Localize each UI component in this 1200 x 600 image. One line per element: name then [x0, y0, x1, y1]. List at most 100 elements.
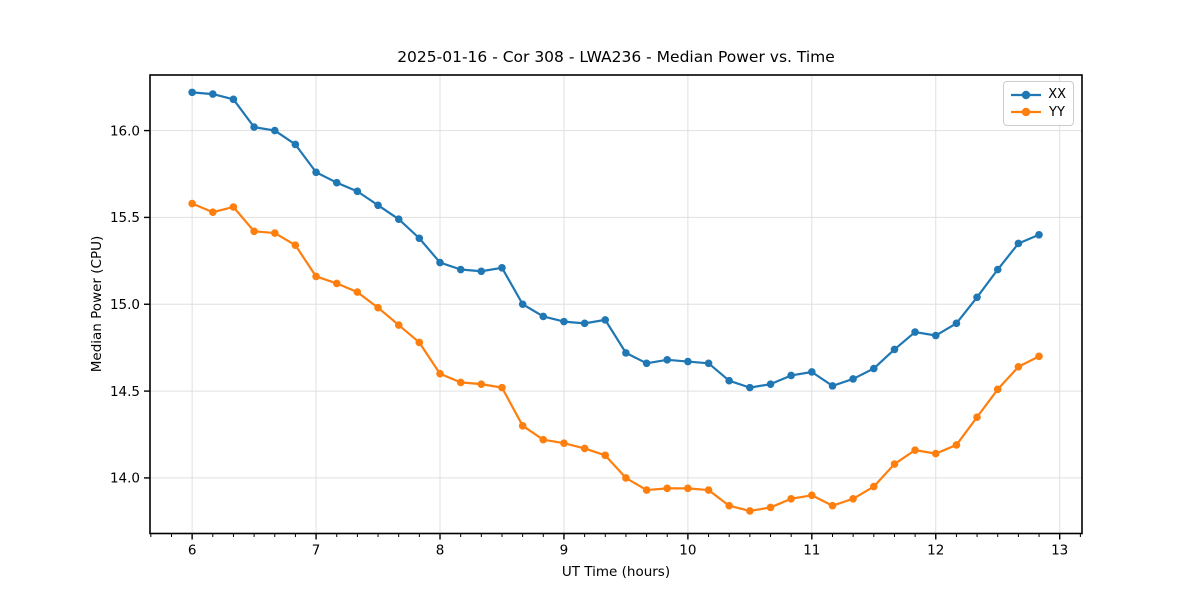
legend-label-yy: YY — [1049, 104, 1065, 120]
data-point-yy — [725, 501, 733, 510]
data-point-xx — [271, 126, 279, 135]
data-point-yy — [229, 203, 238, 211]
data-point-yy — [477, 380, 486, 388]
x-tick-label: 8 — [436, 543, 445, 559]
data-point-yy — [931, 449, 940, 458]
data-point-yy — [560, 439, 568, 447]
data-point-yy — [332, 279, 341, 288]
data-point-yy — [291, 241, 300, 250]
data-point-yy — [808, 491, 816, 500]
y-tick-label: 15.5 — [110, 210, 140, 226]
data-point-yy — [849, 494, 857, 503]
data-point-yy — [580, 444, 589, 453]
data-point-yy — [622, 474, 630, 482]
y-tick-label: 15.0 — [110, 297, 140, 313]
data-point-xx — [787, 371, 795, 380]
x-tick-label: 9 — [560, 543, 569, 559]
data-point-xx — [622, 349, 630, 357]
data-point-xx — [869, 364, 878, 373]
data-point-yy — [746, 507, 754, 515]
data-point-xx — [209, 90, 217, 98]
data-point-yy — [973, 413, 981, 421]
data-point-xx — [415, 234, 424, 243]
data-point-xx — [353, 187, 362, 196]
data-point-yy — [1014, 362, 1023, 371]
data-point-xx — [456, 265, 465, 274]
data-point-yy — [250, 227, 258, 236]
legend-entry-xx: XX — [1010, 87, 1066, 103]
data-point-xx — [436, 258, 444, 267]
x-tick-label: 11 — [803, 543, 820, 559]
data-point-xx — [498, 263, 506, 272]
data-point-xx — [642, 359, 651, 368]
y-axis-label: Median Power (CPU) — [89, 235, 105, 373]
data-point-yy — [663, 484, 671, 493]
data-point-yy — [415, 338, 424, 347]
data-point-xx — [704, 359, 713, 368]
data-point-xx — [394, 215, 403, 223]
data-point-xx — [973, 293, 981, 302]
data-point-xx — [1035, 230, 1043, 239]
data-point-yy — [518, 422, 527, 430]
data-point-xx — [477, 267, 486, 276]
data-point-xx — [580, 319, 589, 328]
x-tick-label: 10 — [679, 543, 696, 559]
data-point-yy — [890, 460, 899, 468]
series-line-xx — [191, 91, 1041, 389]
data-point-yy — [1035, 352, 1043, 361]
data-point-xx — [518, 300, 527, 309]
legend: XX YY — [1003, 81, 1074, 126]
data-point-xx — [746, 383, 754, 392]
data-point-yy — [787, 494, 795, 503]
data-point-yy — [312, 272, 320, 281]
data-point-yy — [869, 482, 878, 491]
data-point-xx — [312, 168, 320, 177]
data-point-xx — [993, 265, 1002, 274]
data-point-xx — [374, 201, 382, 210]
data-point-yy — [436, 369, 444, 378]
data-point-yy — [209, 208, 217, 217]
data-point-xx — [291, 140, 300, 149]
data-point-xx — [725, 376, 733, 385]
series-line-yy — [191, 202, 1041, 513]
data-point-yy — [642, 486, 651, 494]
data-point-yy — [539, 435, 548, 444]
data-point-xx — [766, 380, 775, 388]
data-point-yy — [911, 446, 919, 454]
data-point-xx — [952, 319, 961, 328]
data-point-yy — [353, 288, 362, 296]
data-point-xx — [931, 331, 940, 340]
y-tick-label: 14.0 — [110, 471, 140, 487]
data-point-yy — [952, 441, 961, 449]
x-tick-label: 6 — [188, 543, 197, 559]
data-point-xx — [560, 317, 568, 326]
data-point-yy — [271, 229, 279, 237]
data-point-xx — [539, 312, 548, 321]
data-point-xx — [890, 345, 899, 354]
data-point-yy — [498, 383, 506, 392]
x-tick-label: 12 — [927, 543, 944, 559]
data-point-xx — [332, 178, 341, 187]
data-point-yy — [188, 199, 196, 208]
data-point-xx — [849, 375, 857, 383]
x-tick-label: 13 — [1051, 543, 1068, 559]
data-point-xx — [250, 123, 258, 131]
data-point-xx — [188, 88, 196, 97]
data-point-yy — [374, 303, 382, 312]
x-axis-label: UT Time (hours) — [561, 564, 671, 580]
x-tick-label: 7 — [312, 543, 321, 559]
data-point-yy — [993, 385, 1002, 394]
data-point-xx — [663, 356, 671, 364]
data-point-yy — [704, 486, 713, 494]
data-point-yy — [828, 501, 837, 510]
legend-line-sample-yy — [1011, 108, 1041, 117]
y-tick-label: 16.0 — [110, 123, 140, 139]
data-point-yy — [394, 321, 403, 329]
data-point-xx — [229, 95, 238, 104]
data-point-xx — [828, 382, 837, 390]
data-point-xx — [911, 328, 919, 336]
legend-label-xx: XX — [1048, 87, 1066, 103]
legend-entry-yy: YY — [1010, 104, 1066, 120]
